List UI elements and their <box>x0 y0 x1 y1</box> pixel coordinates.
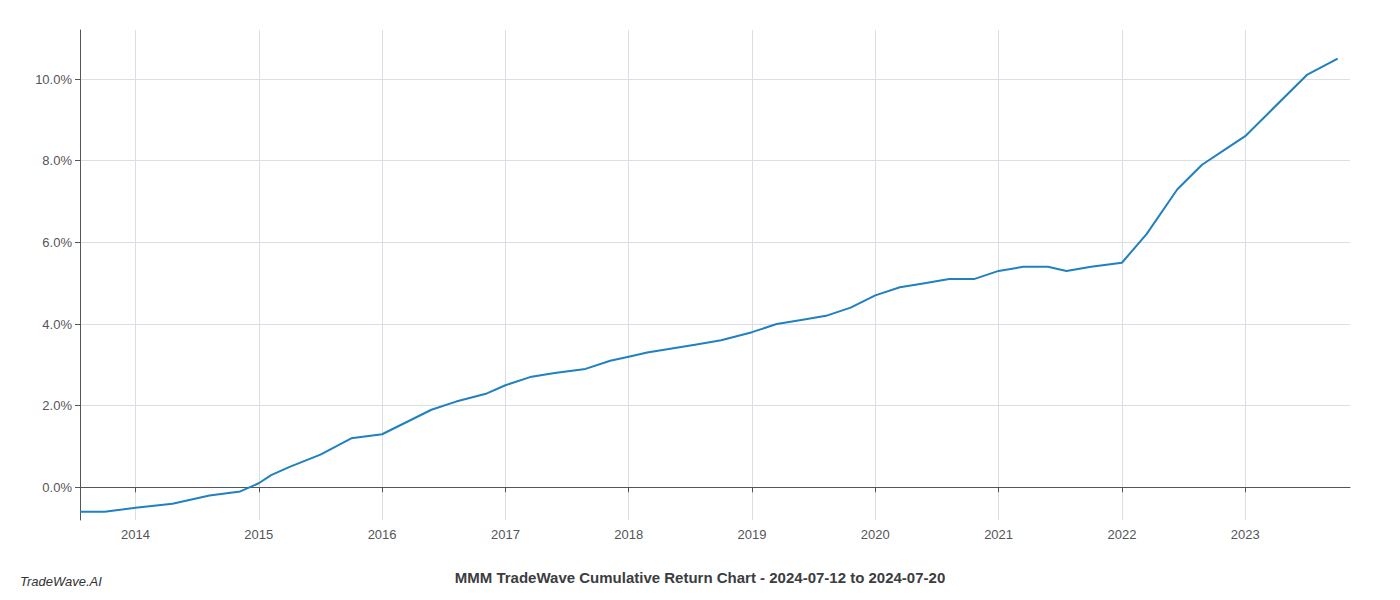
svg-text:2015: 2015 <box>244 527 273 542</box>
svg-text:2021: 2021 <box>984 527 1013 542</box>
svg-text:2018: 2018 <box>614 527 643 542</box>
svg-text:2020: 2020 <box>861 527 890 542</box>
svg-text:2016: 2016 <box>368 527 397 542</box>
svg-text:0.0%: 0.0% <box>42 480 72 495</box>
svg-text:MMM TradeWave Cumulative Retur: MMM TradeWave Cumulative Return Chart - … <box>455 569 945 586</box>
svg-text:8.0%: 8.0% <box>42 153 72 168</box>
svg-text:4.0%: 4.0% <box>42 317 72 332</box>
svg-text:2017: 2017 <box>491 527 520 542</box>
svg-text:10.0%: 10.0% <box>35 72 72 87</box>
svg-text:2019: 2019 <box>738 527 767 542</box>
svg-text:6.0%: 6.0% <box>42 235 72 250</box>
svg-text:TradeWave.AI: TradeWave.AI <box>20 574 102 589</box>
svg-text:2014: 2014 <box>121 527 150 542</box>
svg-text:2.0%: 2.0% <box>42 398 72 413</box>
svg-text:2022: 2022 <box>1107 527 1136 542</box>
svg-text:2023: 2023 <box>1231 527 1260 542</box>
